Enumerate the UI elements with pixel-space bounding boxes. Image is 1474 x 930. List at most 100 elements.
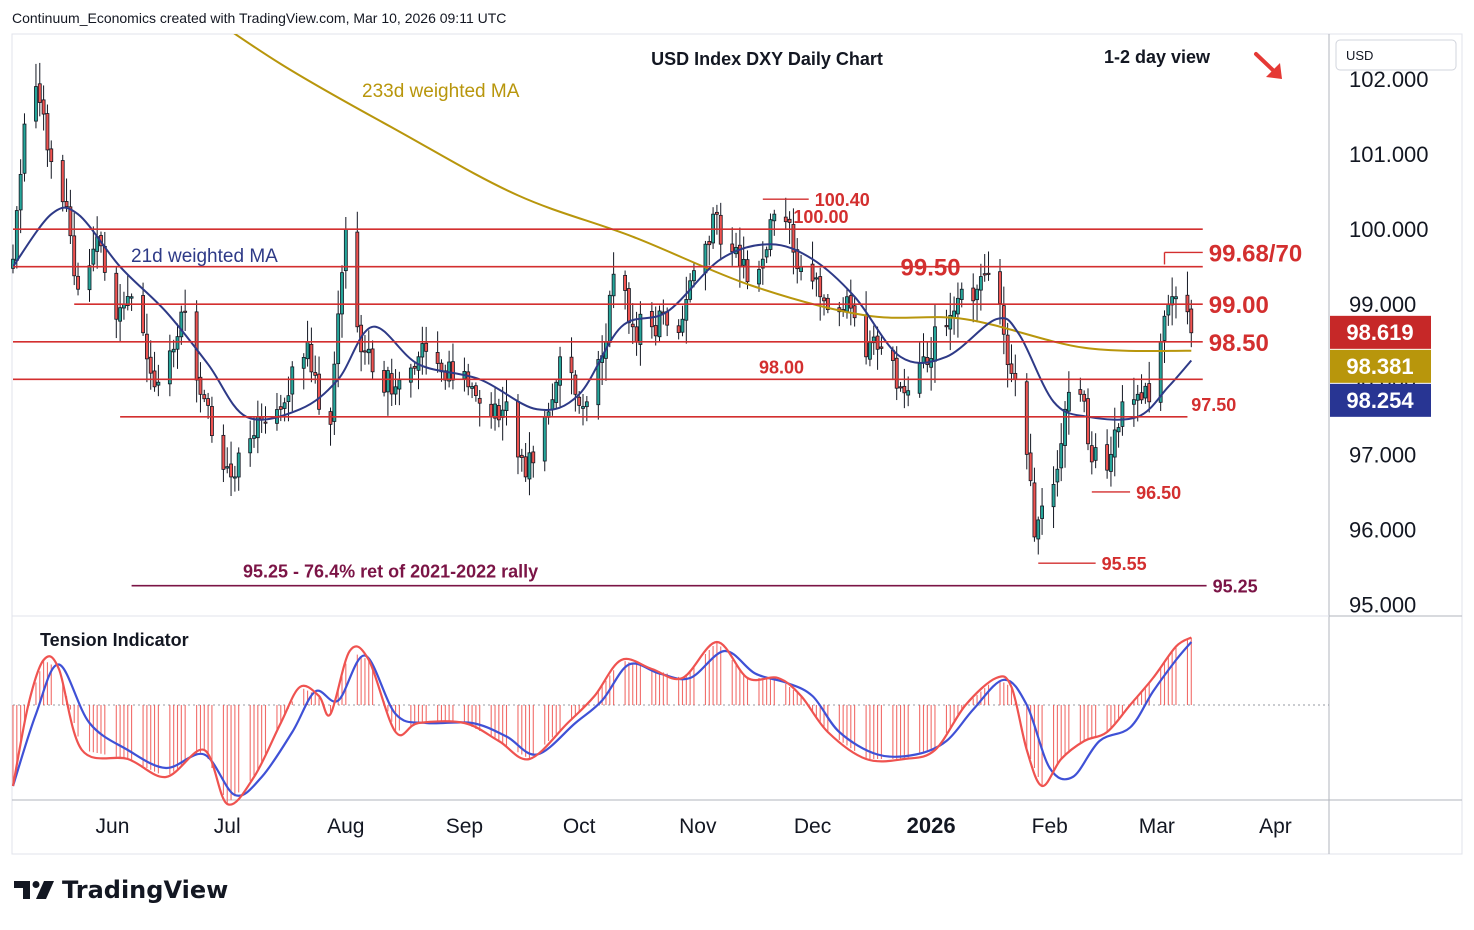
candle <box>906 376 911 407</box>
peak-marks: 100.40 99.68/70 96.50 95.55 <box>762 190 1302 574</box>
candle-body-up <box>493 403 497 419</box>
chart-attribution: Continuum_Economics created with Trading… <box>12 10 507 26</box>
candle <box>573 370 578 412</box>
candle-body-up <box>1112 429 1117 458</box>
candle <box>795 238 800 284</box>
view-label: 1-2 day view <box>1104 47 1211 67</box>
candle <box>290 361 295 412</box>
chart-frame <box>11 33 1463 855</box>
candle-body-down <box>41 99 46 115</box>
brand-name: TradingView <box>62 876 229 904</box>
candle <box>259 403 264 433</box>
candle <box>1189 299 1194 348</box>
candle <box>18 159 23 234</box>
candle <box>799 254 803 281</box>
candle <box>527 432 532 496</box>
candle-body-up <box>638 313 643 345</box>
candle <box>332 351 337 435</box>
candle <box>975 284 979 323</box>
candle <box>649 302 654 339</box>
candle <box>630 303 635 344</box>
candle <box>783 197 788 229</box>
candle <box>546 402 551 425</box>
candle <box>1051 466 1056 529</box>
candle <box>1013 354 1018 397</box>
candle <box>167 334 172 397</box>
candle-body-down <box>198 376 203 395</box>
candle-body-up <box>248 438 253 454</box>
tension-histogram <box>12 637 1192 804</box>
candle <box>179 305 184 345</box>
candle-body-down <box>665 311 670 326</box>
candle-body-up <box>397 379 402 390</box>
candle <box>504 378 509 426</box>
candle-body-down <box>370 348 375 373</box>
candle <box>496 398 501 428</box>
candle-body-up <box>871 336 876 344</box>
candle-body-down <box>649 311 654 328</box>
candle <box>542 410 547 472</box>
currency-label: USD <box>1346 48 1373 63</box>
candle-body-down <box>783 216 788 223</box>
price-tag: 98.381 <box>1330 349 1431 383</box>
candle <box>676 319 681 340</box>
candle-body-down <box>229 463 233 478</box>
candle <box>1082 390 1087 413</box>
candle-body-down <box>278 406 283 410</box>
candle-body-down <box>263 421 268 424</box>
candle <box>443 364 448 390</box>
candle <box>734 232 738 258</box>
candle-body-up <box>975 288 979 301</box>
candle-body-down <box>1189 308 1194 334</box>
candle-body-down <box>148 356 153 374</box>
candle <box>516 394 520 475</box>
candle-body-up <box>956 297 960 315</box>
candle-body-down <box>1086 398 1090 445</box>
brand-logo-block[interactable]: TradingView <box>14 876 228 904</box>
price-tag-label: 98.619 <box>1346 320 1413 345</box>
mark-label: 100.40 <box>815 190 870 210</box>
candle-body-up <box>332 363 337 422</box>
price-tag: 98.254 <box>1330 383 1431 417</box>
candle <box>715 204 719 235</box>
candle-body-up <box>917 363 922 394</box>
candle-body-up <box>340 272 344 315</box>
candle-body-down <box>412 365 417 369</box>
candle <box>275 392 279 431</box>
candle <box>653 306 658 346</box>
candle <box>252 417 256 448</box>
candle <box>1120 385 1125 436</box>
candle-body-up <box>282 402 287 409</box>
candle <box>745 250 750 290</box>
candle <box>879 336 884 355</box>
y-tick-label: 102.000 <box>1349 67 1429 92</box>
candle-body-down <box>37 83 42 103</box>
candle <box>49 140 54 179</box>
candle-body-up <box>550 399 555 410</box>
currency-box-frame <box>1335 39 1457 71</box>
candle <box>317 356 321 415</box>
mark-label: 96.50 <box>1136 483 1181 503</box>
candle <box>627 282 631 334</box>
candle <box>680 305 685 337</box>
candle-body-up <box>596 359 601 406</box>
candle <box>386 366 390 416</box>
candle-body-up <box>225 466 230 469</box>
currency-box: USD <box>1335 39 1457 71</box>
candle-body-up <box>680 318 685 333</box>
candle <box>1032 467 1037 542</box>
candle <box>581 394 585 426</box>
x-tick-label: Jun <box>96 815 130 838</box>
candle <box>845 287 849 319</box>
candle <box>737 227 742 288</box>
candle <box>998 259 1002 325</box>
candle-body-up <box>584 401 589 408</box>
chart-border <box>11 33 1463 855</box>
candle-body-down <box>998 271 1002 304</box>
candle-body-up <box>504 401 509 412</box>
candle-body-up <box>1143 385 1148 399</box>
candle-body-up <box>305 341 310 360</box>
candle-body-down <box>1082 393 1087 402</box>
candle <box>41 85 46 131</box>
